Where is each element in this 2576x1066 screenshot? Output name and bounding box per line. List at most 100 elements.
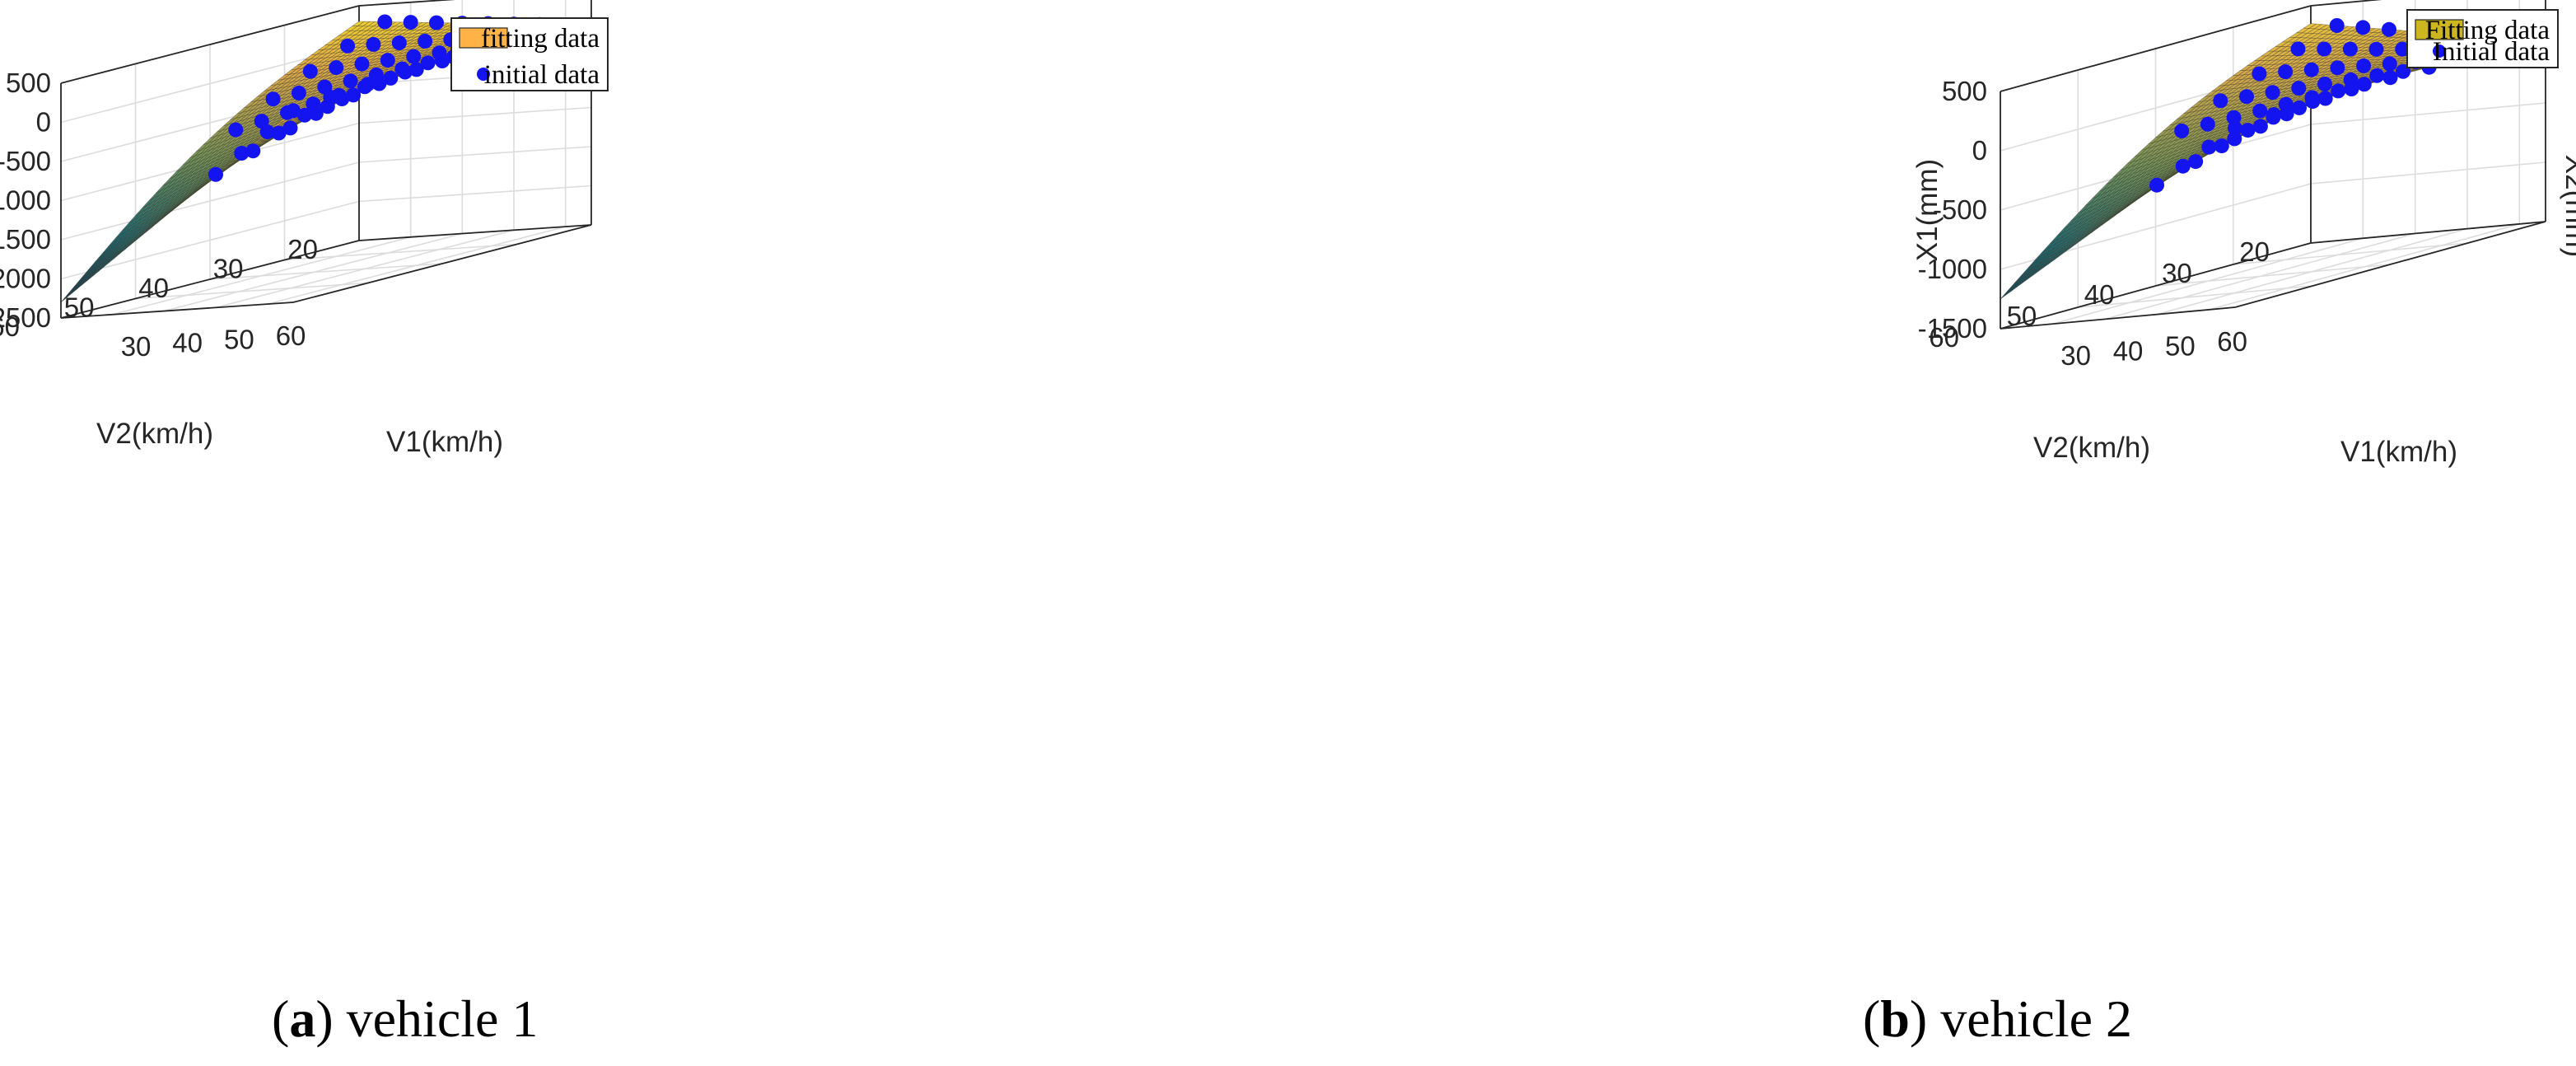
axis-box-edge [358,224,592,241]
z-tick-label: 0 [1972,135,1987,166]
axis-box-edge [60,302,294,319]
axis-box-edge [2000,5,2312,92]
tick-labels: -2500 -2000 -1500 -1000 -500 0 500 30 40 50 60 20 30… [0,68,318,362]
x-axis-label: V1(km/h) [2340,436,2457,468]
legend-point-marker [477,68,490,81]
y-tick-label: 40 [138,273,169,303]
y-axis-label: V2(km/h) [96,418,213,450]
initial-data-point [2279,106,2294,122]
initial-data-point [435,54,450,68]
initial-data-point [406,49,422,64]
x-tick-label: 60 [276,320,306,351]
surface-plot-vehicle-1: -2500 -2000 -1500 -1000 -500 0 500 30 40 50 60 20 30… [0,0,609,458]
initial-data-point [308,105,324,121]
initial-data-point [2213,93,2228,109]
z-tick-label: 0 [36,107,51,138]
initial-data-point [259,124,275,140]
initial-data-point [403,15,418,30]
initial-data-point [354,56,370,72]
initial-data-point [2368,41,2384,57]
initial-data-point [2342,41,2358,57]
axis-box-edge [2000,306,2236,330]
initial-data-point [2382,56,2397,72]
legend-surface-label: fitting data [481,24,600,54]
initial-data-point [2329,18,2345,33]
x-tick-label: 30 [121,331,152,362]
initial-data-point [2252,119,2268,134]
legend-surface-swatch [2415,19,2464,40]
axis-box-edge [60,240,360,319]
initial-data-point [2382,21,2396,37]
y-axis-label: V2(km/h) [2033,432,2150,464]
x-tick-label: 40 [172,328,203,358]
initial-data-point [245,143,261,159]
y-tick-label: 30 [213,254,244,284]
initial-data-point [2292,100,2307,115]
initial-data-point [2356,77,2372,92]
caption-vehicle-1: (a) vehicle 1 [272,989,539,1048]
initial-data-point [302,63,318,79]
z-tick-label: -2000 [0,264,51,294]
legend: fitting data initial data [450,17,609,91]
initial-data-point [2303,62,2319,77]
initial-data-point [228,122,244,138]
initial-data-point [360,77,376,92]
initial-data-point [265,91,281,107]
initial-data-point [2278,64,2294,80]
axis-box-edge [292,224,592,303]
initial-data-point [2252,66,2267,82]
initial-data-point [420,55,436,71]
initial-data-point [2266,107,2282,123]
initial-data-point [346,87,362,103]
z-tick-label: -500 [0,146,51,176]
initial-data-point [208,166,223,182]
initial-data-point [2356,58,2372,73]
axis-box-edge [2310,221,2546,244]
x-tick-label: 50 [2165,331,2196,362]
chart-panel-b: -1500 -1000 -500 0 500 30 40 50 60 20 30 40 50 60 V1(k… [1291,0,2576,1066]
y-tick-label: 50 [64,292,95,323]
initial-data-point [2305,94,2321,110]
initial-data-point [2317,77,2332,91]
initial-data-point [2174,123,2190,138]
z-tick-label: 500 [1942,76,1987,106]
initial-data-point [2317,91,2333,106]
initial-data-point [282,120,298,136]
initial-data-point [2149,177,2164,193]
initial-data-point [429,15,444,30]
initial-data-point [2188,154,2204,170]
initial-data-point [2265,85,2280,101]
x-tick-label: 50 [224,324,254,354]
z-tick-label: -500 [1933,194,1987,225]
initial-data-point [291,85,306,101]
initial-data-point [2175,158,2191,174]
initial-data-point [2291,81,2307,96]
axis-box-edge [2000,242,2312,330]
y-tick-label: 60 [1929,322,1959,353]
initial-data-point [2240,123,2256,138]
initial-data-point [2395,41,2410,57]
x-tick-label: 30 [2060,340,2091,371]
initial-data-point [2239,89,2254,105]
legend-surface-swatch [459,27,508,49]
y-tick-label: 30 [2162,258,2192,288]
z-tick-label: 500 [6,68,51,98]
initial-data-point [2382,70,2398,86]
legend-surface-label: Fitting data [2425,16,2550,45]
initial-data-point [2355,20,2371,35]
initial-data-point [296,107,312,123]
initial-data-point [377,14,393,30]
z-tick-label: -2500 [0,302,51,333]
axis-box-edge [2234,221,2546,308]
initial-data-point [2331,83,2346,99]
initial-data-point [380,53,395,68]
initial-data-point [343,73,358,89]
initial-data-point [371,76,387,91]
x-tick-label: 60 [2217,326,2247,357]
tick-labels: -1500 -1000 -500 0 500 30 40 50 60 20 30 40 50 60 [1918,76,2270,371]
initial-data-point [2369,68,2385,83]
y-tick-label: 20 [2239,236,2270,267]
caption-letter-a: a [289,989,316,1048]
y-tick-label: 40 [2084,279,2115,310]
